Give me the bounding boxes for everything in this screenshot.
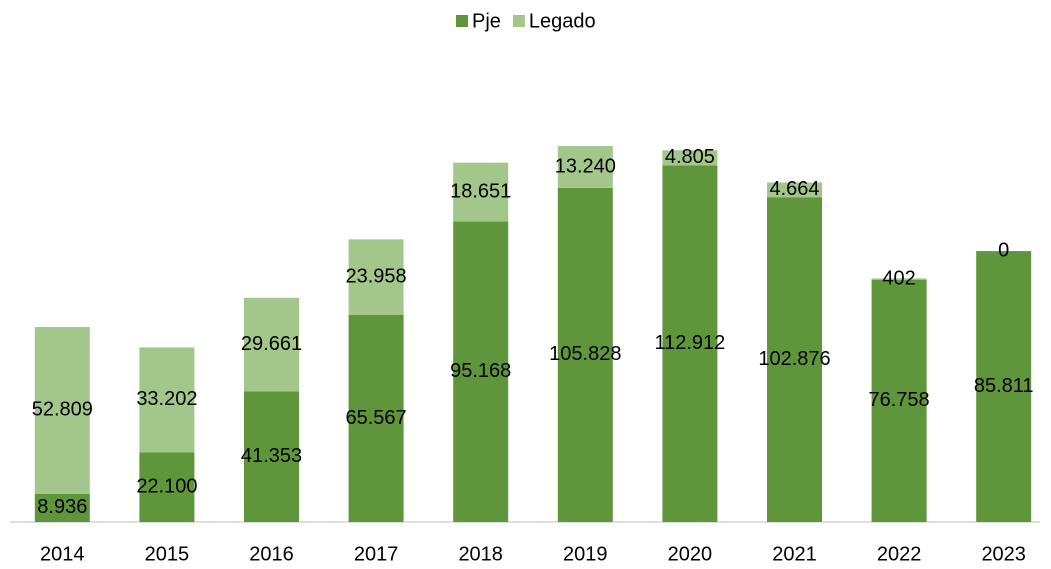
data-label: 76.758	[869, 389, 930, 411]
bar-segment	[871, 279, 927, 522]
data-label: 402	[882, 267, 915, 289]
bar-segment	[453, 162, 509, 222]
bar-segment	[34, 327, 90, 494]
bar-segment	[871, 278, 927, 280]
data-label: 8.936	[37, 496, 87, 518]
bar-segment	[244, 297, 299, 392]
bar-segment	[453, 221, 509, 523]
x-tick-label: 2014	[40, 543, 85, 565]
x-tick-label: 2017	[354, 543, 399, 565]
x-tick-label: 2022	[877, 543, 922, 565]
data-label: 105.828	[549, 343, 621, 365]
bar-segment	[976, 251, 1032, 523]
data-label: 41.353	[241, 445, 302, 467]
bar-segment	[557, 146, 613, 188]
data-label: 112.912	[654, 332, 725, 354]
data-label: 85.811	[974, 375, 1034, 397]
bar-segment	[348, 314, 404, 522]
data-label: 65.567	[346, 407, 407, 429]
x-tick-label: 2018	[458, 543, 503, 565]
legend-swatch	[456, 15, 468, 27]
bar-segment	[767, 182, 822, 198]
bar-segment	[662, 165, 718, 522]
bar-segment	[557, 187, 613, 523]
x-tick-label: 2016	[249, 543, 294, 565]
data-label: 4.805	[665, 146, 715, 168]
bar-segment	[767, 197, 822, 523]
x-tick-label: 2020	[668, 543, 713, 565]
data-label: 52.809	[32, 399, 93, 421]
bar-segment	[34, 493, 90, 522]
bar-segment	[139, 452, 195, 522]
data-label: 18.651	[450, 180, 511, 202]
data-label: 13.240	[555, 155, 616, 177]
data-label: 22.100	[136, 475, 197, 497]
x-tick-label: 2021	[772, 543, 817, 565]
x-tick-label: 2019	[563, 543, 608, 565]
x-tick-label: 2023	[981, 543, 1026, 565]
x-tick-label: 2015	[145, 543, 190, 565]
data-label: 4.664	[769, 178, 819, 200]
bar-segment	[139, 347, 195, 453]
bar-segment	[662, 150, 718, 166]
data-label: 102.876	[758, 348, 830, 370]
bar-segment	[348, 239, 404, 315]
legend-swatch	[512, 15, 525, 27]
data-label: 29.661	[241, 333, 302, 355]
data-label: 23.958	[346, 265, 407, 287]
data-label: 33.202	[136, 388, 197, 410]
bar-segment	[244, 391, 299, 522]
data-label: 95.168	[450, 360, 511, 382]
legend-label: Pje	[472, 10, 501, 32]
legend-label: Legado	[529, 10, 596, 32]
data-label: 0	[998, 239, 1009, 261]
